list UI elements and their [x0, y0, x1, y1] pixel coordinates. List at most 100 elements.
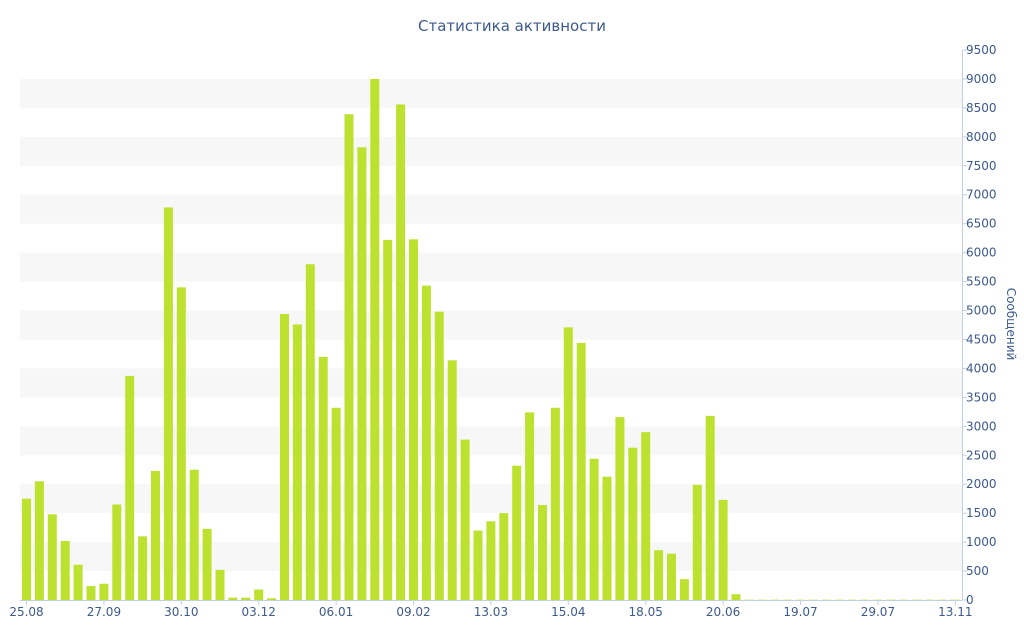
x-tick-label: 19.07: [783, 605, 817, 619]
x-tick-label: 13.11: [938, 605, 972, 619]
bar: [447, 360, 457, 600]
y-axis-label: Сообщений: [1004, 288, 1018, 361]
bar: [383, 239, 393, 601]
bar: [950, 599, 960, 601]
y-tick-label: 6500: [966, 217, 997, 231]
y-tick-label: 8500: [966, 101, 997, 115]
y-tick-label: 9500: [966, 43, 997, 57]
x-tick-label: 09.02: [396, 605, 430, 619]
bar: [267, 598, 277, 600]
bar: [886, 599, 896, 601]
bar: [60, 540, 70, 600]
bar: [34, 481, 44, 600]
bar: [241, 597, 251, 600]
x-tick-label: 13.03: [474, 605, 508, 619]
bar: [667, 553, 676, 600]
y-tick-label: 6000: [966, 246, 997, 260]
bar: [705, 415, 715, 600]
y-tick-label: 8000: [966, 130, 997, 144]
bar: [808, 599, 818, 601]
bar: [176, 287, 186, 600]
bar: [292, 324, 302, 600]
y-tick-label: 4000: [966, 361, 997, 375]
bars-group: [22, 78, 960, 601]
bar: [718, 499, 728, 600]
bar: [654, 550, 664, 600]
bar: [396, 104, 406, 600]
bar: [937, 599, 947, 601]
y-tick-label: 9000: [966, 72, 997, 86]
x-tick-label: 30.10: [164, 605, 198, 619]
bar: [22, 498, 31, 600]
bar: [280, 314, 289, 600]
bar: [73, 564, 83, 600]
bar: [138, 536, 148, 600]
grid-band: [20, 310, 962, 340]
bar: [125, 375, 135, 600]
bar: [873, 599, 883, 601]
bar: [331, 407, 341, 600]
y-tick-label: 500: [966, 564, 989, 578]
grid-band: [20, 78, 962, 108]
bar: [473, 530, 483, 600]
bar: [189, 469, 199, 600]
y-tick-label: 2000: [966, 477, 997, 491]
bar: [421, 285, 431, 600]
grid-band: [20, 194, 962, 224]
bar: [305, 264, 315, 600]
bar: [692, 484, 702, 600]
bar: [847, 599, 857, 601]
y-tick-label: 3000: [966, 419, 997, 433]
bar: [460, 439, 470, 600]
x-tick-label: 25.08: [9, 605, 43, 619]
bar: [641, 432, 651, 600]
bar: [796, 599, 805, 601]
bar: [525, 412, 535, 600]
bar: [434, 311, 444, 600]
bar: [589, 458, 599, 600]
bar: [576, 342, 586, 600]
grid-band: [20, 368, 962, 398]
bar: [679, 579, 689, 600]
bar: [99, 583, 109, 600]
chart-title: Статистика активности: [418, 17, 606, 35]
bar: [770, 599, 780, 601]
bar: [370, 78, 380, 600]
bar: [628, 447, 638, 600]
bar: [163, 207, 173, 600]
y-tick-label: 1000: [966, 535, 997, 549]
bar: [744, 599, 754, 601]
x-tick-label: 06.01: [319, 605, 353, 619]
y-tick-label: 5500: [966, 275, 997, 289]
y-tick-label: 2500: [966, 448, 997, 462]
x-tick-label: 18.05: [629, 605, 663, 619]
bar: [357, 147, 367, 600]
bar: [151, 470, 160, 600]
grid-band: [20, 484, 962, 514]
y-tick-label: 7000: [966, 188, 997, 202]
y-tick-label: 7500: [966, 159, 997, 173]
bar: [499, 513, 509, 600]
bar: [86, 586, 96, 600]
bar: [912, 599, 922, 601]
y-tick-label: 1500: [966, 506, 997, 520]
bar: [899, 599, 909, 601]
grid-band: [20, 426, 962, 456]
bar: [47, 514, 57, 600]
bar: [925, 599, 934, 601]
bar: [318, 356, 328, 600]
bar: [602, 476, 612, 600]
grid-band: [20, 136, 962, 166]
bar: [344, 114, 354, 601]
grid-bands: [20, 78, 962, 572]
bar: [731, 594, 741, 600]
bar: [783, 599, 793, 601]
bar: [821, 599, 831, 601]
bar: [757, 599, 767, 601]
bar: [563, 327, 573, 600]
bar: [254, 589, 264, 600]
bar: [615, 417, 625, 600]
bar: [112, 504, 122, 600]
